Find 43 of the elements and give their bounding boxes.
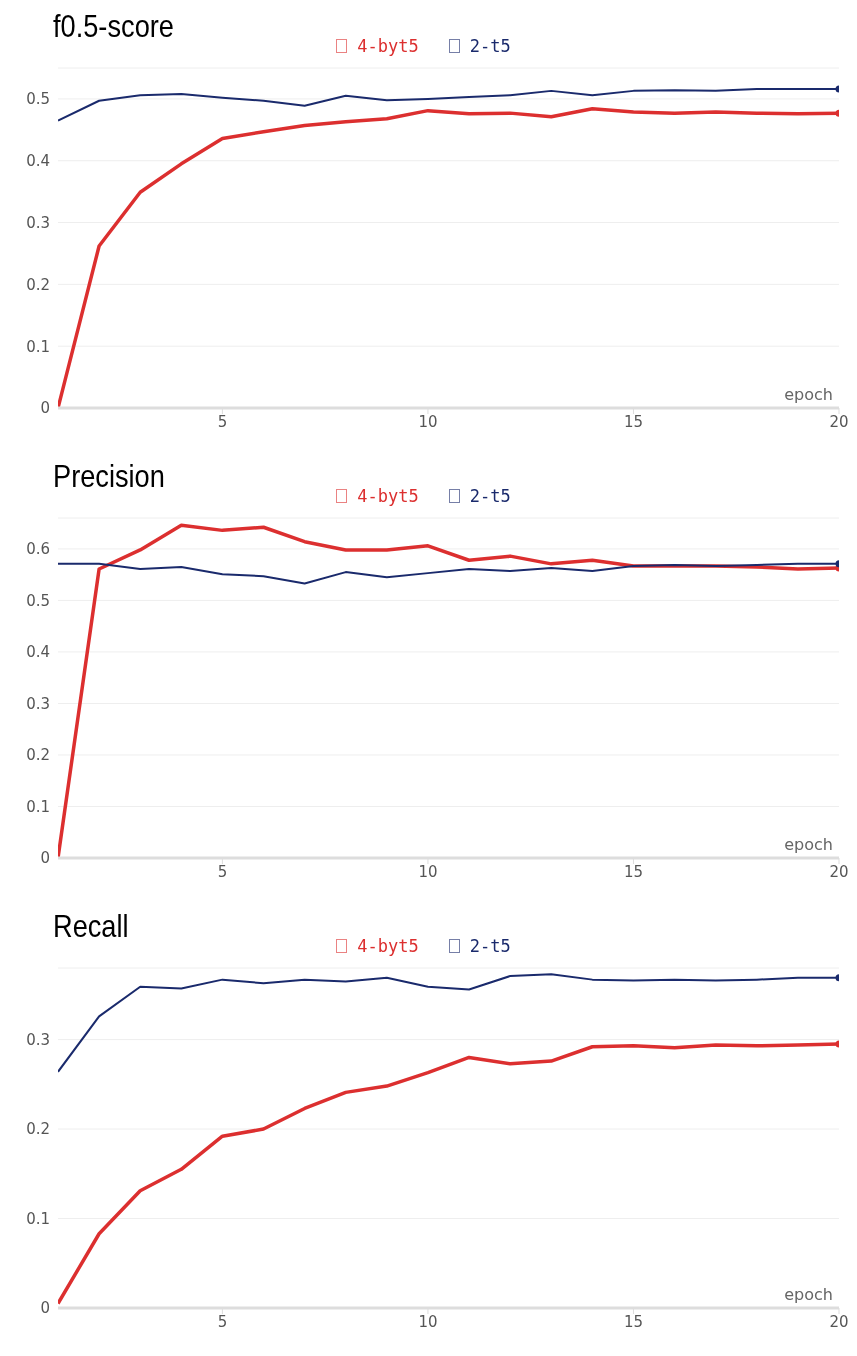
chart-title: Precision [53,458,165,495]
legend-label: 2-t5 [468,36,511,56]
y-tick-label: 0.2 [26,746,50,765]
x-tick-label: 5 [217,1312,228,1331]
y-tick-label: 0 [40,1299,50,1318]
x-tick-label: 5 [217,862,228,881]
legend-label: 2-t5 [468,486,511,506]
line-series [58,107,839,408]
y-tick-label: 0.5 [26,591,50,610]
y-tick-label: 0.5 [26,90,50,109]
line-series [58,973,839,1073]
x-axis-title: epoch [784,385,833,404]
x-tick-label: 10 [418,412,438,431]
y-tick-label: 0.2 [26,275,50,294]
x-tick-label: 20 [829,862,849,881]
chart-title: Recall [53,908,129,945]
x-axis-title: epoch [784,835,833,854]
x-tick-label: 15 [623,862,644,881]
legend-label: 4-byt5 [356,486,419,506]
y-tick-label: 0.4 [26,643,50,662]
y-tick-label: 0.1 [26,337,50,356]
x-tick-label: 15 [623,412,644,431]
y-tick-label: 0.3 [26,213,50,232]
x-tick-label: 10 [418,1312,438,1331]
legend-label: 4-byt5 [356,936,419,956]
chart-title: f0.5-score [53,8,174,45]
y-tick-label: 0.1 [26,1209,50,1228]
legend-label: 4-byt5 [356,36,419,56]
y-tick-label: 0.3 [26,694,50,713]
y-tick-label: 0.6 [26,540,50,559]
x-tick-label: 15 [623,1312,644,1331]
x-tick-label: 20 [829,1312,849,1331]
x-axis-title: epoch [784,1285,833,1304]
y-tick-label: 0.4 [26,152,50,171]
y-tick-label: 0.3 [26,1030,50,1049]
y-tick-label: 0 [40,849,50,868]
y-tick-label: 0.1 [26,797,50,816]
y-tick-label: 0 [40,399,50,418]
x-tick-label: 10 [418,862,438,881]
y-tick-label: 0.2 [26,1120,50,1139]
legend-label: 2-t5 [468,936,511,956]
x-tick-label: 20 [829,412,849,431]
x-tick-label: 5 [217,412,228,431]
